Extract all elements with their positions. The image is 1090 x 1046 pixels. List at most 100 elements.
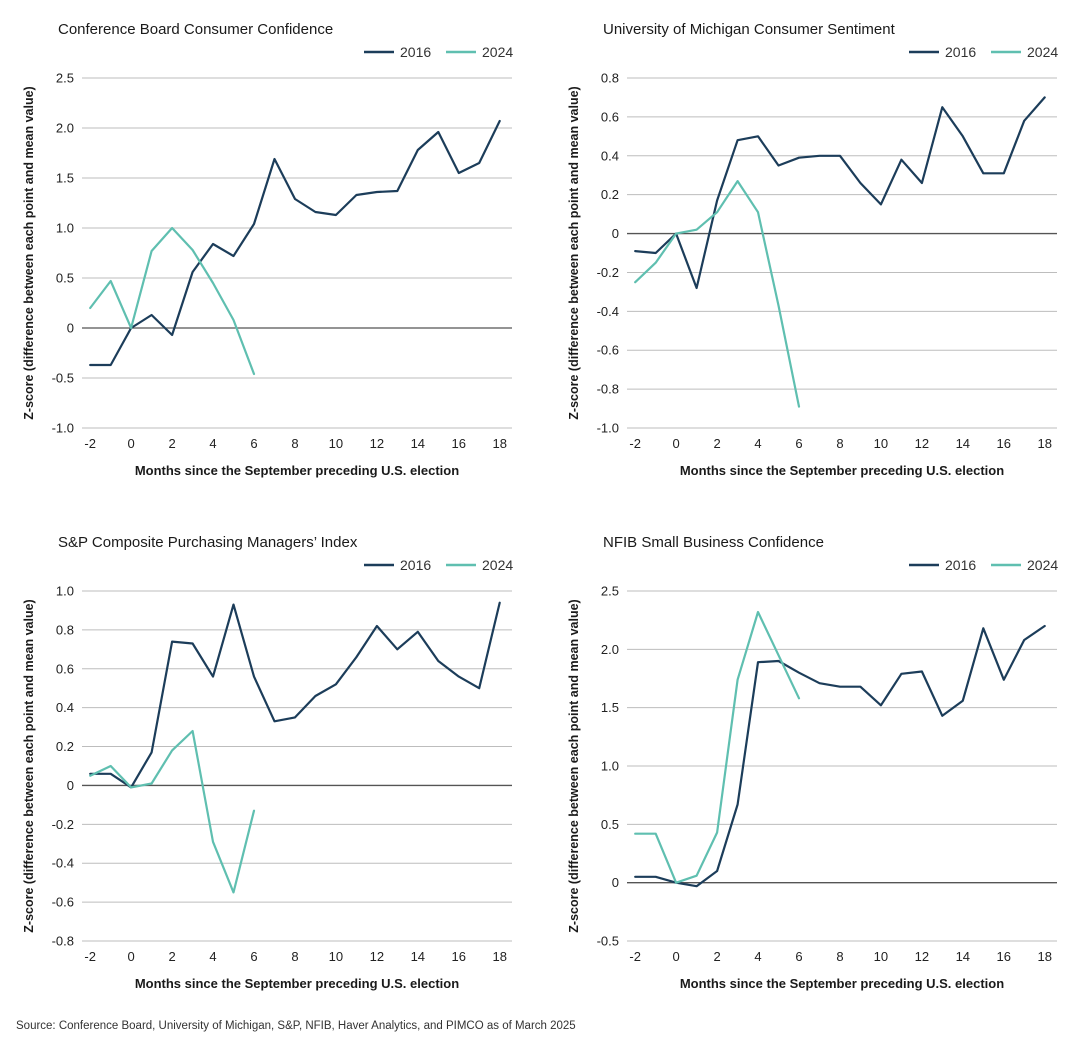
- x-tick-label: 18: [1037, 436, 1051, 451]
- x-axis-label: Months since the September preceding U.S…: [135, 463, 459, 478]
- x-tick-label: 16: [997, 436, 1011, 451]
- legend-label-2024: 2024: [1027, 557, 1058, 573]
- y-tick-label: 1.0: [601, 759, 619, 774]
- y-tick-label: 0.2: [56, 739, 74, 754]
- x-tick-label: 18: [1037, 949, 1051, 964]
- y-tick-label: 0.4: [601, 148, 619, 163]
- chart-svg: S&P Composite Purchasing Managers’ Index…: [22, 534, 513, 991]
- y-axis-label: Z-score (difference between each point a…: [22, 86, 36, 419]
- x-tick-label: 12: [915, 949, 929, 964]
- source-note: Source: Conference Board, University of …: [16, 1020, 576, 1032]
- x-tick-label: 14: [411, 436, 425, 451]
- y-tick-label: 0.6: [56, 661, 74, 676]
- x-tick-label: 4: [209, 949, 216, 964]
- legend-label-2016: 2016: [400, 44, 431, 60]
- series-line-2024: [89, 729, 256, 894]
- y-tick-label: -0.5: [597, 934, 619, 949]
- legend-label-2024: 2024: [482, 557, 513, 573]
- y-tick-label: -0.8: [597, 382, 619, 397]
- y-tick-label: 1.5: [601, 700, 619, 715]
- x-tick-label: 12: [370, 436, 384, 451]
- chart-svg: Conference Board Consumer Confidence2016…: [22, 21, 513, 478]
- y-axis-label: Z-score (difference between each point a…: [567, 599, 581, 932]
- x-tick-label: 12: [370, 949, 384, 964]
- legend-label-2024: 2024: [1027, 44, 1058, 60]
- x-tick-label: -2: [84, 436, 96, 451]
- y-tick-label: -0.6: [52, 895, 74, 910]
- x-tick-label: 16: [452, 949, 466, 964]
- series-line-2016: [89, 601, 501, 789]
- x-tick-label: 0: [673, 949, 680, 964]
- legend-label-2024: 2024: [482, 44, 513, 60]
- x-axis-label: Months since the September preceding U.S…: [680, 463, 1004, 478]
- y-tick-label: -0.5: [52, 371, 74, 386]
- y-tick-label: 0.5: [601, 817, 619, 832]
- x-tick-label: 4: [754, 949, 761, 964]
- y-tick-label: 0.5: [56, 271, 74, 286]
- x-tick-label: 0: [673, 436, 680, 451]
- x-tick-label: 6: [250, 949, 257, 964]
- x-tick-label: 14: [411, 949, 425, 964]
- series-line-2024: [634, 610, 801, 884]
- x-tick-label: 18: [492, 436, 506, 451]
- y-tick-label: -0.6: [597, 343, 619, 358]
- chart-panel-umich-sentiment: University of Michigan Consumer Sentimen…: [545, 0, 1075, 500]
- x-tick-label: 10: [874, 436, 888, 451]
- chart-panel-conference-board: Conference Board Consumer Confidence 2016…: [0, 0, 530, 500]
- x-tick-label: 2: [713, 949, 720, 964]
- x-tick-label: 8: [836, 436, 843, 451]
- y-tick-label: -0.4: [52, 856, 74, 871]
- x-tick-label: -2: [84, 949, 96, 964]
- chart-title: NFIB Small Business Confidence: [603, 534, 824, 551]
- y-tick-label: 1.5: [56, 171, 74, 186]
- series-line-2024: [89, 226, 256, 376]
- y-tick-label: 2.5: [56, 71, 74, 86]
- series-line-2024: [634, 180, 801, 408]
- y-tick-label: 1.0: [56, 221, 74, 236]
- x-tick-label: 2: [713, 436, 720, 451]
- x-tick-label: 12: [915, 436, 929, 451]
- y-tick-label: -1.0: [52, 421, 74, 436]
- x-tick-label: 14: [956, 436, 970, 451]
- y-tick-label: -0.4: [597, 304, 619, 319]
- x-tick-label: 0: [128, 436, 135, 451]
- series-line-2016: [89, 119, 501, 367]
- x-tick-label: 8: [836, 949, 843, 964]
- x-tick-label: 16: [997, 949, 1011, 964]
- y-tick-label: -0.2: [597, 265, 619, 280]
- y-tick-label: 2.0: [601, 642, 619, 657]
- x-tick-label: 18: [492, 949, 506, 964]
- x-tick-label: 4: [209, 436, 216, 451]
- x-tick-label: 2: [168, 436, 175, 451]
- x-tick-label: -2: [629, 949, 641, 964]
- x-tick-label: 6: [795, 949, 802, 964]
- y-tick-label: 0.2: [601, 187, 619, 202]
- y-tick-label: 0: [67, 321, 74, 336]
- y-tick-label: 0.4: [56, 700, 74, 715]
- y-tick-label: 0.8: [601, 71, 619, 86]
- chart-title: University of Michigan Consumer Sentimen…: [603, 21, 896, 38]
- chart-panel-sp-pmi: S&P Composite Purchasing Managers’ Index…: [0, 513, 530, 1013]
- chart-title: S&P Composite Purchasing Managers’ Index: [58, 534, 358, 551]
- y-tick-label: 1.0: [56, 584, 74, 599]
- series-line-2016: [634, 96, 1046, 290]
- x-tick-label: 6: [795, 436, 802, 451]
- x-tick-label: 2: [168, 949, 175, 964]
- x-tick-label: 16: [452, 436, 466, 451]
- x-tick-label: 6: [250, 436, 257, 451]
- x-tick-label: 0: [128, 949, 135, 964]
- x-tick-label: 8: [291, 949, 298, 964]
- y-axis-label: Z-score (difference between each point a…: [567, 86, 581, 419]
- x-axis-label: Months since the September preceding U.S…: [135, 976, 459, 991]
- y-tick-label: -1.0: [597, 421, 619, 436]
- y-tick-label: -0.8: [52, 934, 74, 949]
- x-tick-label: 10: [329, 949, 343, 964]
- y-tick-label: 2.5: [601, 584, 619, 599]
- x-tick-label: 10: [874, 949, 888, 964]
- chart-title: Conference Board Consumer Confidence: [58, 21, 333, 38]
- x-tick-label: 14: [956, 949, 970, 964]
- legend-label-2016: 2016: [945, 557, 976, 573]
- y-tick-label: 0: [612, 226, 619, 241]
- x-tick-label: -2: [629, 436, 641, 451]
